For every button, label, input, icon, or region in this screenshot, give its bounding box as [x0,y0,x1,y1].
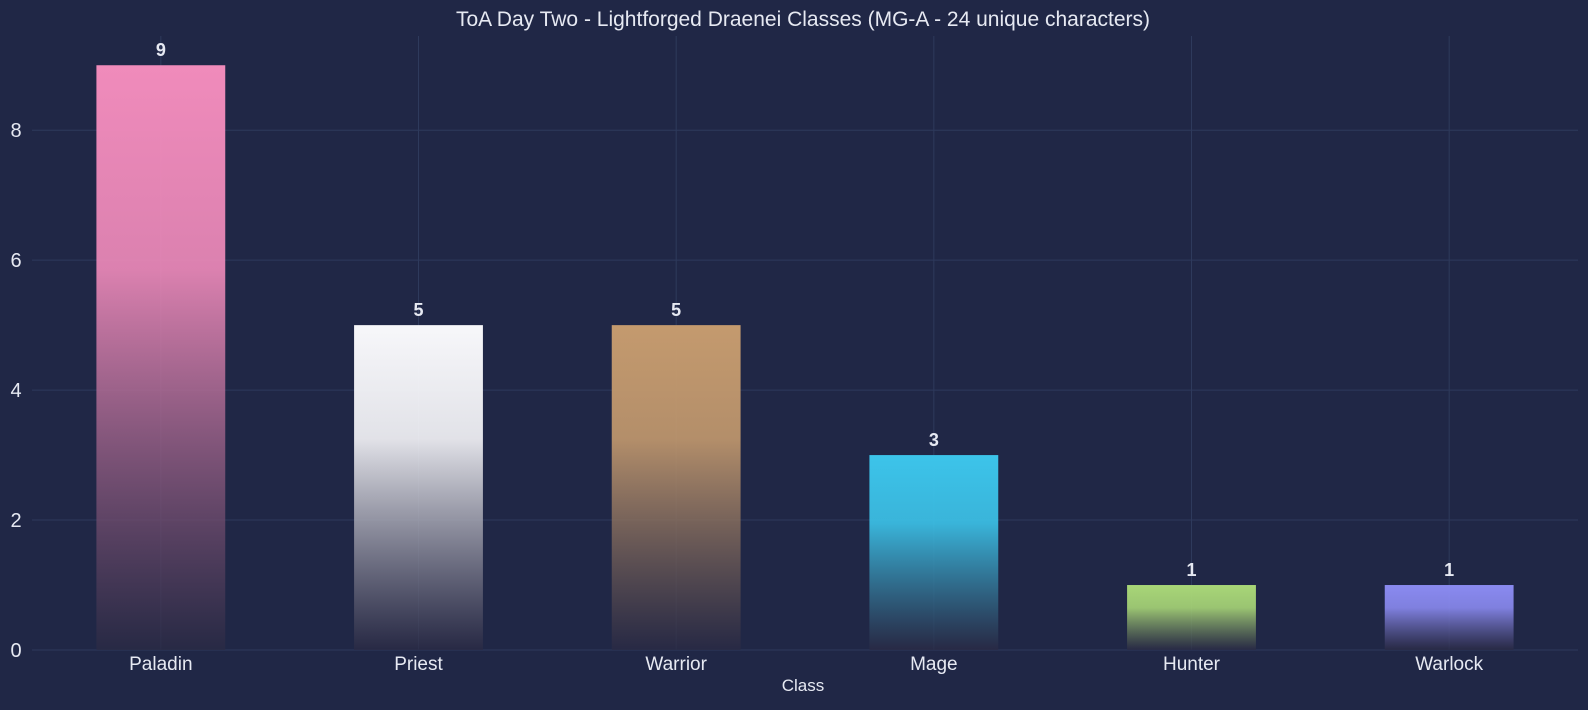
x-tick-label-paladin: Paladin [129,654,192,675]
bars-layer [96,65,1514,650]
data-label-warlock: 1 [1444,560,1454,580]
chart-title: ToA Day Two - Lightforged Draenei Classe… [456,8,1150,31]
y-tick-label: 8 [10,120,21,142]
bar-hunter [1127,585,1256,650]
data-label-mage: 3 [929,430,939,450]
data-label-warrior: 5 [671,300,681,320]
data-label-priest: 5 [413,300,423,320]
bar-warlock [1384,585,1514,650]
x-tick-label-warlock: Warlock [1415,654,1483,675]
bar-mage [869,455,999,650]
data-label-hunter: 1 [1186,560,1196,580]
x-axis-label: Class [782,676,825,695]
labels-layer: 0 2 4 6 8 9 Paladin 5 Priest 5 Warrior 3 Mage 1 Hunter… [10,40,1483,675]
y-tick-label: 6 [10,250,21,272]
y-tick-label: 0 [10,640,21,662]
bar-paladin [96,65,226,650]
x-tick-label-hunter: Hunter [1163,654,1221,675]
data-label-paladin: 9 [156,40,166,60]
bar-warrior [611,325,741,650]
x-tick-label-priest: Priest [394,654,443,675]
grid-layer [32,36,1578,651]
x-tick-label-mage: Mage [910,654,958,675]
y-tick-label: 2 [10,510,21,532]
x-tick-label-warrior: Warrior [645,654,707,675]
y-tick-label: 4 [10,380,21,402]
bar-priest [354,325,483,650]
